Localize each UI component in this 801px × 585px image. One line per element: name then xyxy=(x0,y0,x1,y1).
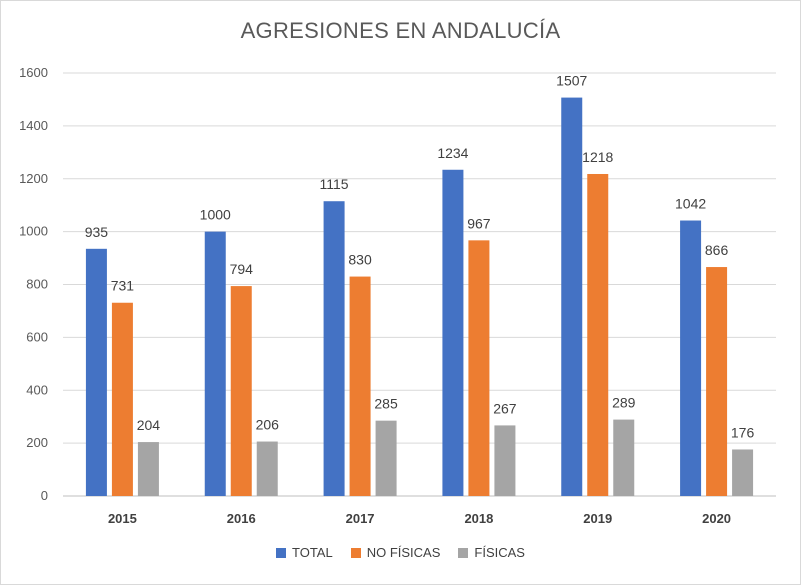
chart-plot: 0 200 400 600 800 1000 1200 1400 1600 935 731 204 20… xyxy=(19,65,776,526)
bar-no-f-sicas-2017 xyxy=(349,276,371,496)
bar-f-sicas-2020 xyxy=(732,449,754,496)
data-label: 204 xyxy=(137,417,161,433)
y-tick-label: 1600 xyxy=(19,65,48,80)
legend-label: NO FÍSICAS xyxy=(366,545,441,560)
data-label: 1234 xyxy=(437,145,468,161)
bar-total-2019 xyxy=(561,97,583,496)
bar-total-2020 xyxy=(680,220,702,497)
bar-total-2017 xyxy=(323,201,345,497)
y-tick-label: 800 xyxy=(26,277,48,292)
x-tick-label: 2020 xyxy=(702,511,731,526)
data-label: 1000 xyxy=(200,207,231,223)
bar-f-sicas-2017 xyxy=(375,420,397,496)
data-label: 289 xyxy=(612,395,636,411)
data-label: 967 xyxy=(467,215,491,231)
data-label: 830 xyxy=(348,252,372,268)
bar-no-f-sicas-2018 xyxy=(468,240,490,496)
data-label: 794 xyxy=(230,261,254,277)
legend-item: TOTAL xyxy=(276,545,333,560)
bar-f-sicas-2015 xyxy=(137,442,159,496)
chart-legend: TOTAL NO FÍSICAS FÍSICAS xyxy=(0,545,801,560)
y-tick-label: 200 xyxy=(26,435,48,450)
legend-swatch xyxy=(458,547,469,558)
data-label: 206 xyxy=(256,417,280,433)
x-tick-label: 2017 xyxy=(346,511,375,526)
data-label: 1042 xyxy=(675,196,706,212)
y-tick-label: 0 xyxy=(41,488,48,503)
y-tick-label: 600 xyxy=(26,329,48,344)
data-label: 1507 xyxy=(556,73,587,89)
x-tick-label: 2016 xyxy=(227,511,256,526)
data-label: 267 xyxy=(493,400,517,416)
legend-swatch xyxy=(350,547,361,558)
data-label: 731 xyxy=(111,278,135,294)
y-tick-label: 400 xyxy=(26,382,48,397)
bar-total-2016 xyxy=(204,231,226,496)
data-label: 1218 xyxy=(582,149,613,165)
x-tick-label: 2018 xyxy=(464,511,493,526)
chart-title: AGRESIONES EN ANDALUCÍA xyxy=(240,18,561,43)
bar-total-2015 xyxy=(85,248,107,496)
y-tick-label: 1400 xyxy=(19,118,48,133)
data-label: 935 xyxy=(85,224,109,240)
legend-label: FÍSICAS xyxy=(474,545,525,560)
legend-item: FÍSICAS xyxy=(458,545,525,560)
data-label: 285 xyxy=(374,396,398,412)
bar-no-f-sicas-2016 xyxy=(230,286,252,496)
x-tick-label: 2015 xyxy=(108,511,137,526)
data-label: 866 xyxy=(705,242,729,258)
x-tick-label: 2019 xyxy=(583,511,612,526)
y-tick-label: 1000 xyxy=(19,224,48,239)
bar-total-2018 xyxy=(442,169,464,497)
data-label: 176 xyxy=(731,424,755,440)
legend-label: TOTAL xyxy=(292,545,333,560)
legend-item: NO FÍSICAS xyxy=(350,545,441,560)
bar-f-sicas-2019 xyxy=(613,419,635,496)
y-tick-label: 1200 xyxy=(19,171,48,186)
data-label: 1115 xyxy=(320,176,349,192)
bar-f-sicas-2016 xyxy=(256,441,278,496)
legend-swatch xyxy=(276,547,287,558)
bar-no-f-sicas-2015 xyxy=(111,302,133,496)
bar-f-sicas-2018 xyxy=(494,425,516,496)
bar-no-f-sicas-2019 xyxy=(587,173,609,496)
bar-no-f-sicas-2020 xyxy=(706,267,728,496)
